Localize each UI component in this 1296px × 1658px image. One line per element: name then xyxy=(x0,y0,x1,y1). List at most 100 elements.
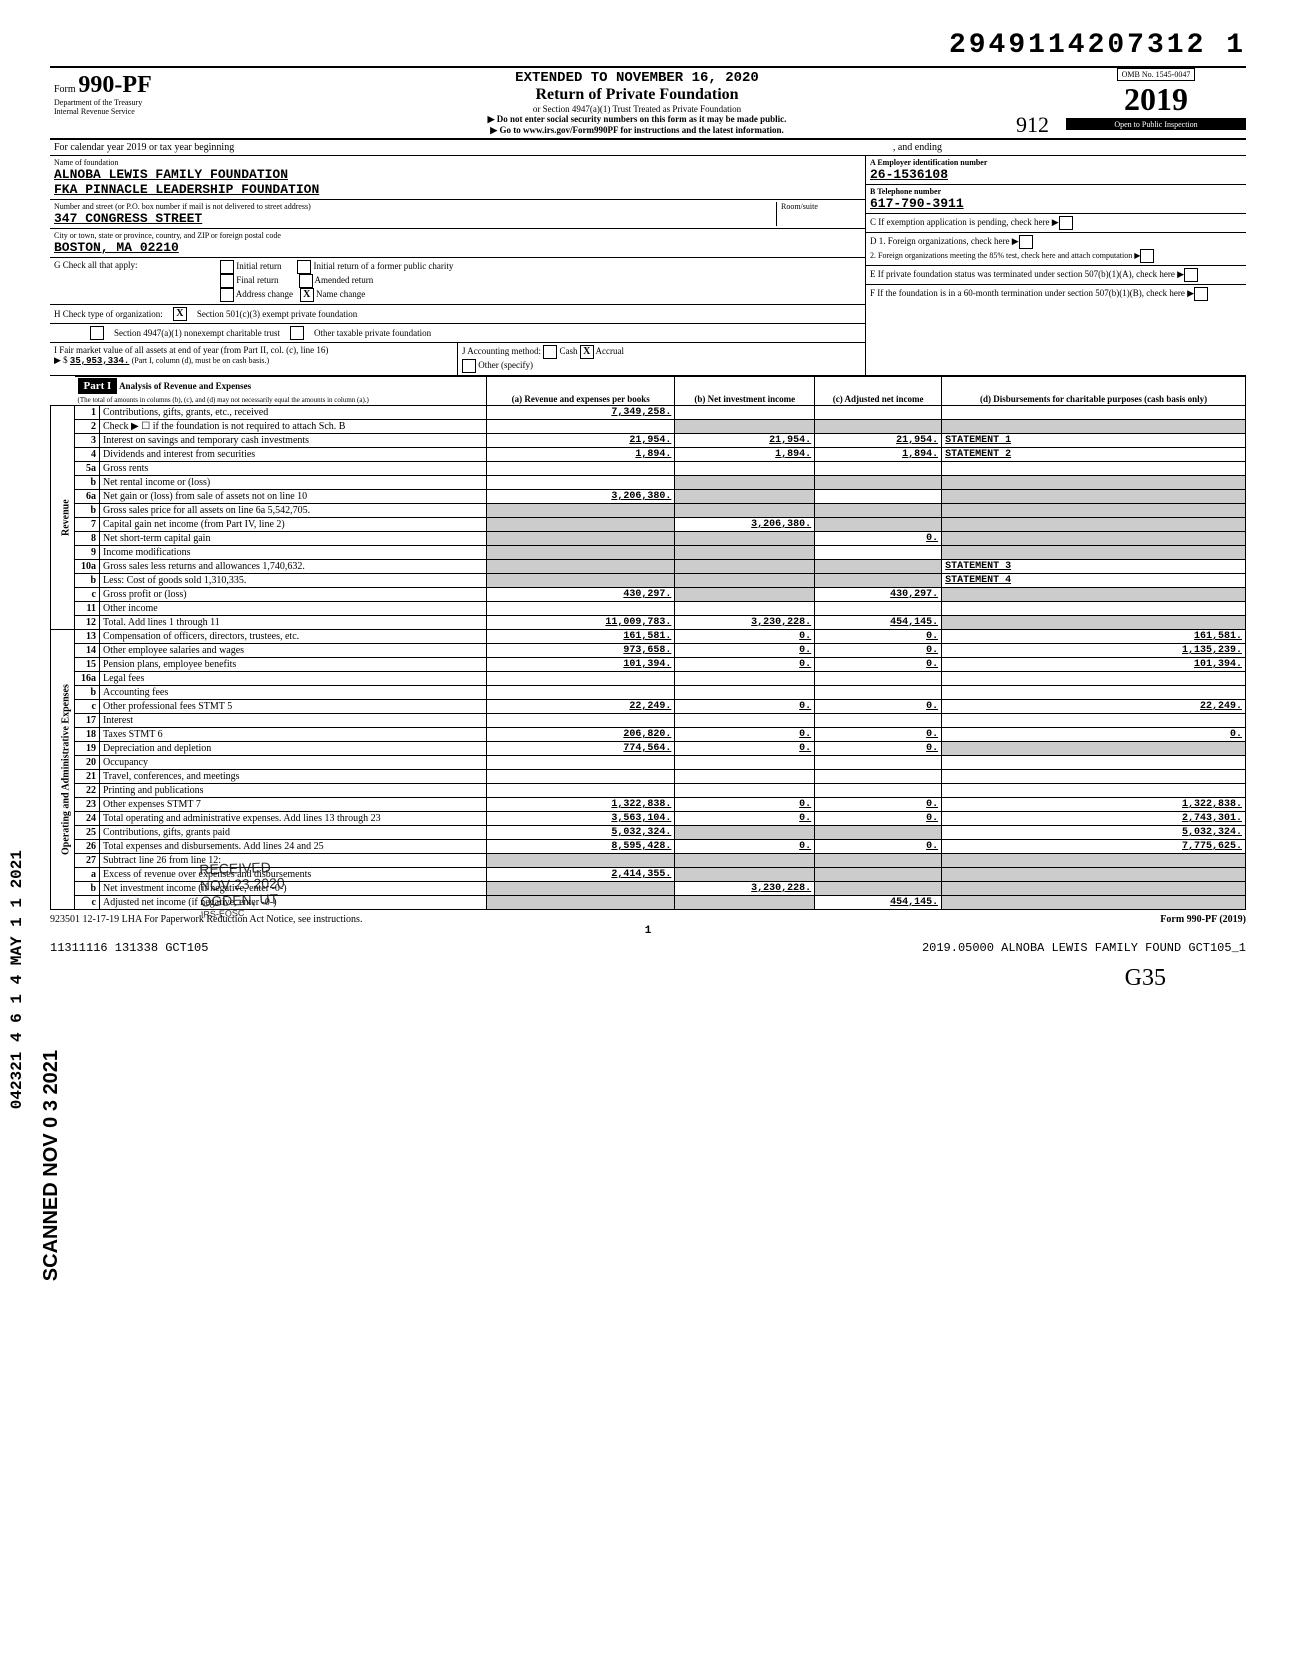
checkbox-initial-return[interactable] xyxy=(220,260,234,274)
checkbox-name-change[interactable]: X xyxy=(300,288,314,302)
line-number: b xyxy=(75,882,100,896)
cell-b xyxy=(675,504,815,518)
cell-b xyxy=(675,462,815,476)
cell-c xyxy=(815,476,942,490)
line-label: Total operating and administrative expen… xyxy=(100,812,487,826)
line-label: Pension plans, employee benefits xyxy=(100,658,487,672)
col-d-header: (d) Disbursements for charitable purpose… xyxy=(942,377,1246,406)
calendar-year-row: For calendar year 2019 or tax year begin… xyxy=(50,140,1246,156)
cell-b xyxy=(675,546,815,560)
cell-c xyxy=(815,672,942,686)
line-label: Net rental income or (loss) xyxy=(100,476,487,490)
line-number: c xyxy=(75,588,100,602)
line-label: Interest xyxy=(100,714,487,728)
cell-b xyxy=(675,756,815,770)
checkbox-accrual[interactable]: X xyxy=(580,345,594,359)
cell-c: 0. xyxy=(815,728,942,742)
cell-c xyxy=(815,854,942,868)
cell-c xyxy=(815,574,942,588)
table-row: 2Check ▶ ☐ if the foundation is not requ… xyxy=(51,420,1246,434)
line-number: 9 xyxy=(75,546,100,560)
cell-c xyxy=(815,462,942,476)
opt-other-method: Other (specify) xyxy=(478,360,533,370)
box-e-label: E If private foundation status was termi… xyxy=(870,269,1175,279)
table-row: 14Other employee salaries and wages973,6… xyxy=(51,644,1246,658)
cell-a: 1,894. xyxy=(487,448,675,462)
line-number: 20 xyxy=(75,756,100,770)
omb-number: OMB No. 1545-0047 xyxy=(1117,68,1196,81)
line-label: Subtract line 26 from line 12: xyxy=(100,854,487,868)
opt-accrual: Accrual xyxy=(596,346,624,356)
cell-b xyxy=(675,854,815,868)
fmv-note: (Part I, column (d), must be on cash bas… xyxy=(132,356,270,365)
part1-sub: (The total of amounts in columns (b), (c… xyxy=(78,396,369,404)
cell-a xyxy=(487,770,675,784)
cell-c: 0. xyxy=(815,658,942,672)
checkbox-other-taxable[interactable] xyxy=(290,326,304,340)
cell-c xyxy=(815,826,942,840)
line-label: Gross profit or (loss) xyxy=(100,588,487,602)
cell-b xyxy=(675,672,815,686)
cell-a xyxy=(487,532,675,546)
checkbox-other-method[interactable] xyxy=(462,359,476,373)
form-prefix: Form xyxy=(54,84,76,95)
cell-c xyxy=(815,546,942,560)
cell-a: 7,349,258. xyxy=(487,406,675,420)
cell-d xyxy=(942,504,1246,518)
cell-a xyxy=(487,462,675,476)
name-label: Name of foundation xyxy=(54,158,861,167)
form-subtitle: or Section 4947(a)(1) Trust Treated as P… xyxy=(262,104,1012,114)
opt-final-return: Final return xyxy=(236,275,278,285)
line-number: 5a xyxy=(75,462,100,476)
cell-a: 3,563,104. xyxy=(487,812,675,826)
line-label: Other income xyxy=(100,602,487,616)
line-label: Net short-term capital gain xyxy=(100,532,487,546)
cell-c xyxy=(815,868,942,882)
ein-value: 26-1536108 xyxy=(870,167,1242,182)
line-label: Travel, conferences, and meetings xyxy=(100,770,487,784)
cell-d xyxy=(942,490,1246,504)
cell-b xyxy=(675,476,815,490)
box-c-label: C If exemption application is pending, c… xyxy=(870,217,1049,227)
cell-a xyxy=(487,476,675,490)
scanned-stamp: SCANNED NOV 0 3 2021 xyxy=(40,1050,63,1281)
line-label: Less: Cost of goods sold 1,310,335. xyxy=(100,574,487,588)
checkbox-d2[interactable] xyxy=(1140,249,1154,263)
table-row: 18Taxes STMT 6206,820.0.0.0. xyxy=(51,728,1246,742)
cell-a xyxy=(487,518,675,532)
table-row: 26Total expenses and disbursements. Add … xyxy=(51,840,1246,854)
cell-d: 101,394. xyxy=(942,658,1246,672)
checkbox-final-return[interactable] xyxy=(220,274,234,288)
line-number: 17 xyxy=(75,714,100,728)
foundation-name1: ALNOBA LEWIS FAMILY FOUNDATION xyxy=(54,167,861,182)
table-row: 12Total. Add lines 1 through 1111,009,78… xyxy=(51,616,1246,630)
checkbox-e[interactable] xyxy=(1184,268,1198,282)
checkbox-d1[interactable] xyxy=(1019,235,1033,249)
line-label: Depreciation and depletion xyxy=(100,742,487,756)
col-b-header: (b) Net investment income xyxy=(675,377,815,406)
cell-c xyxy=(815,504,942,518)
cell-a xyxy=(487,420,675,434)
checkbox-f[interactable] xyxy=(1194,287,1208,301)
checkbox-amended[interactable] xyxy=(299,274,313,288)
line-label: Total. Add lines 1 through 11 xyxy=(100,616,487,630)
form-note1: ▶ Do not enter social security numbers o… xyxy=(262,114,1012,125)
cell-b: 0. xyxy=(675,644,815,658)
cell-b: 0. xyxy=(675,812,815,826)
cell-c: 0. xyxy=(815,644,942,658)
line-number: c xyxy=(75,896,100,910)
cell-c xyxy=(815,560,942,574)
checkbox-501c3[interactable]: X xyxy=(173,307,187,321)
line-label: Net gain or (loss) from sale of assets n… xyxy=(100,490,487,504)
checkbox-4947[interactable] xyxy=(90,326,104,340)
checkbox-address-change[interactable] xyxy=(220,288,234,302)
entity-info: Name of foundation ALNOBA LEWIS FAMILY F… xyxy=(50,156,1246,376)
checkbox-c[interactable] xyxy=(1059,216,1073,230)
cell-a: 973,658. xyxy=(487,644,675,658)
checkbox-cash[interactable] xyxy=(543,345,557,359)
cell-c xyxy=(815,420,942,434)
line-number: 3 xyxy=(75,434,100,448)
line-number: c xyxy=(75,700,100,714)
cell-a: 101,394. xyxy=(487,658,675,672)
checkbox-initial-former[interactable] xyxy=(297,260,311,274)
